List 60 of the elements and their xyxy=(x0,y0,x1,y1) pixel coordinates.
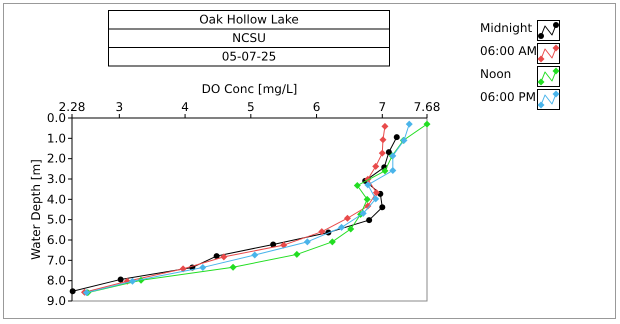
y-tick-label: 4.0 xyxy=(46,192,66,206)
point xyxy=(280,242,288,249)
point xyxy=(118,276,124,282)
chart-title: Oak Hollow Lake xyxy=(199,12,299,26)
y-tick-label: 9.0 xyxy=(46,294,66,308)
point xyxy=(338,224,346,231)
point xyxy=(386,149,392,156)
x-tick-label: 2.28 xyxy=(58,100,86,114)
point xyxy=(318,228,326,236)
text: 05-07-25 xyxy=(222,50,276,64)
point xyxy=(344,214,351,222)
point xyxy=(128,278,136,285)
point xyxy=(328,238,336,246)
point xyxy=(379,204,386,210)
x-tick-label: 7.68 xyxy=(414,100,440,114)
x-tick-label: 7 xyxy=(378,100,386,114)
y-tick-label: 8.0 xyxy=(46,274,66,288)
point xyxy=(389,166,396,174)
point xyxy=(372,195,380,202)
point xyxy=(354,182,361,190)
x-tick-label: 6 xyxy=(312,100,320,114)
point xyxy=(220,253,228,260)
y-axis-title: Water Depth [m] xyxy=(29,159,43,260)
point xyxy=(378,150,386,157)
x-tick-label: 4 xyxy=(181,100,189,114)
y-tick-label: 1.0 xyxy=(46,131,66,146)
point xyxy=(230,264,237,271)
point xyxy=(366,217,372,224)
point xyxy=(304,238,311,246)
point xyxy=(360,210,367,217)
y-tick-label: 6.0 xyxy=(46,233,66,247)
point xyxy=(394,134,400,140)
y-tick-label: 0.0 xyxy=(46,111,66,125)
point xyxy=(70,288,76,294)
point xyxy=(381,167,388,174)
point xyxy=(406,120,413,128)
point xyxy=(347,226,354,233)
x-tick-label: 5 xyxy=(246,100,255,114)
point xyxy=(364,181,372,188)
x-axis-title: DO Conc [mg/L] xyxy=(202,82,298,96)
point xyxy=(372,189,380,196)
legend-label: 06:00 AM xyxy=(480,44,537,58)
legend-label: Midnight xyxy=(480,21,532,35)
point xyxy=(424,120,430,128)
x-tick-label: 3 xyxy=(116,100,124,114)
point xyxy=(381,122,388,130)
legend-label: 06:00 PM xyxy=(480,90,536,104)
chart-subtitle: NCSU xyxy=(232,31,266,45)
point xyxy=(379,136,386,144)
y-tick-label: 2.0 xyxy=(46,152,66,166)
y-tick-label: 3.0 xyxy=(46,172,66,186)
point xyxy=(214,253,220,260)
y-tick-label: 5.0 xyxy=(46,212,66,227)
y-tick-label: 7.0 xyxy=(46,253,66,268)
point xyxy=(293,250,300,258)
point xyxy=(199,264,206,271)
point xyxy=(364,196,371,203)
point xyxy=(251,252,258,259)
legend-label: Noon xyxy=(480,67,512,81)
point xyxy=(372,162,380,170)
